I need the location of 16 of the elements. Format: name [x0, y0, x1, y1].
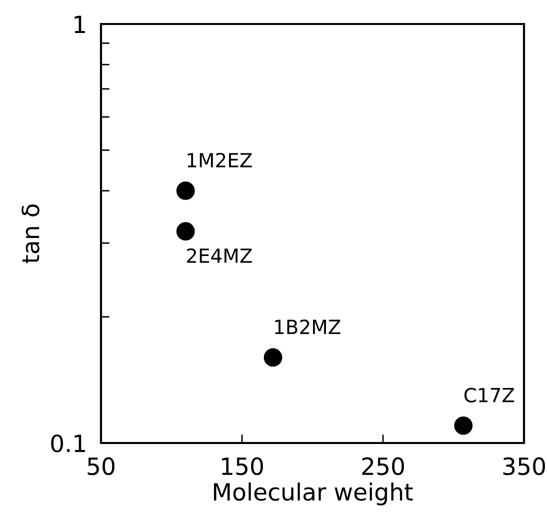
- point: [176, 222, 195, 241]
- annotation: 1M2EZ: [188, 152, 252, 168]
- x-tick-label: 150: [222, 457, 263, 476]
- x-tick-label: 50: [88, 457, 114, 476]
- annotation: 1B2MZ: [275, 320, 340, 334]
- x-axis-title: Molecular weight: [214, 482, 413, 506]
- annotation: C17Z: [464, 388, 514, 402]
- point: [176, 182, 195, 200]
- x-tick-label: 250: [362, 457, 404, 476]
- y-tick-label: 0.1: [51, 434, 85, 452]
- annotation: 2E4MZ: [187, 248, 252, 263]
- y-tick-label: 1: [74, 16, 85, 33]
- y-axis-title: tan δ: [22, 204, 40, 264]
- point: [264, 348, 282, 367]
- point: [454, 416, 473, 435]
- x-tick-label: 350: [503, 457, 545, 476]
